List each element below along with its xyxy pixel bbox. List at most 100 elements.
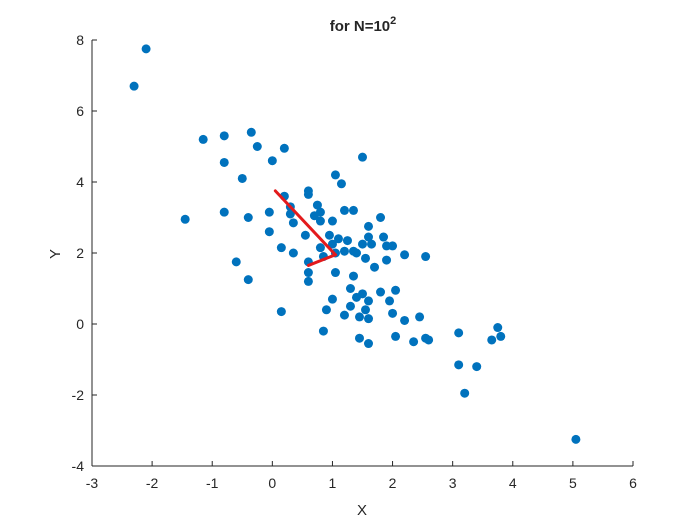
- data-point: [285, 209, 295, 219]
- data-point: [454, 328, 464, 338]
- data-point: [279, 143, 289, 153]
- data-point: [276, 243, 286, 253]
- vector-line: [306, 253, 337, 267]
- y-tick-label: 6: [76, 103, 84, 119]
- data-point: [379, 232, 389, 242]
- data-point: [348, 205, 358, 215]
- data-point: [367, 239, 377, 249]
- data-point: [388, 241, 398, 251]
- data-point: [318, 326, 328, 336]
- y-tick-label: 4: [76, 174, 84, 190]
- eigen-vectors: [273, 189, 337, 267]
- data-point: [424, 335, 434, 345]
- data-point: [376, 287, 386, 297]
- data-point: [339, 310, 349, 320]
- data-point: [388, 308, 398, 318]
- data-point: [312, 200, 322, 210]
- data-point: [361, 305, 371, 315]
- data-point: [324, 230, 334, 240]
- data-point: [303, 268, 313, 278]
- data-point: [358, 289, 367, 299]
- data-point: [300, 230, 310, 240]
- data-point: [321, 305, 331, 315]
- data-point: [330, 170, 340, 180]
- data-point: [370, 262, 380, 272]
- x-tick-label: 6: [629, 475, 637, 491]
- data-point: [267, 156, 277, 166]
- data-point: [327, 239, 337, 249]
- x-tick-label: 2: [389, 475, 397, 491]
- data-point: [400, 250, 410, 260]
- data-point: [336, 179, 346, 189]
- data-point: [315, 216, 325, 226]
- data-point: [351, 248, 361, 258]
- y-tick-label: -4: [72, 458, 85, 474]
- data-point: [496, 331, 506, 341]
- data-point: [252, 142, 262, 151]
- data-point: [339, 205, 349, 215]
- data-point: [219, 157, 229, 167]
- data-point: [333, 234, 343, 244]
- data-point: [571, 434, 581, 444]
- data-point: [246, 127, 256, 137]
- data-point: [385, 296, 395, 306]
- data-point: [409, 337, 419, 347]
- data-point: [354, 312, 364, 322]
- vector-line: [273, 189, 337, 257]
- data-point: [264, 227, 274, 237]
- data-point: [231, 257, 241, 267]
- data-point: [382, 255, 392, 265]
- data-point: [358, 152, 367, 162]
- y-tick-label: -2: [72, 387, 85, 403]
- data-point: [327, 216, 337, 226]
- data-point: [376, 213, 386, 222]
- data-point: [460, 388, 470, 398]
- data-point: [237, 173, 247, 183]
- x-tick-label: -3: [86, 475, 99, 491]
- data-point: [219, 207, 229, 217]
- data-point: [303, 189, 313, 199]
- data-point: [487, 335, 497, 345]
- x-tick-label: 4: [509, 475, 517, 491]
- data-point: [421, 252, 431, 262]
- axis-ticks: -3 -2 -1 0 1 2 3 4 5 6 -4 -2 0 2 4 6 8: [72, 32, 638, 491]
- y-tick-label: 0: [76, 316, 84, 332]
- data-point: [361, 253, 371, 263]
- x-tick-label: 3: [449, 475, 457, 491]
- data-point: [364, 232, 374, 242]
- chart-title-text: for N=10: [330, 18, 390, 35]
- data-point: [327, 294, 337, 304]
- y-axis-label: Y: [47, 249, 64, 259]
- x-tick-label: 1: [329, 475, 337, 491]
- x-tick-label: -1: [206, 475, 219, 491]
- data-point: [364, 296, 374, 306]
- data-point: [358, 239, 367, 249]
- data-point: [288, 218, 298, 228]
- chart-title: for N=102: [330, 15, 397, 35]
- y-tick-label: 8: [76, 32, 84, 48]
- chart-title-superscript: 2: [390, 15, 396, 27]
- data-point: [339, 246, 349, 256]
- data-point: [264, 207, 274, 217]
- data-point: [330, 268, 340, 278]
- data-points: [129, 44, 581, 444]
- data-point: [288, 248, 298, 258]
- data-point: [391, 331, 401, 341]
- y-tick-label: 2: [76, 245, 84, 261]
- data-point: [219, 131, 229, 141]
- data-point: [415, 312, 425, 322]
- data-point: [141, 44, 151, 54]
- data-point: [400, 315, 410, 325]
- data-point: [348, 271, 358, 281]
- data-point: [364, 314, 374, 324]
- data-point: [364, 221, 374, 231]
- data-point: [342, 236, 352, 246]
- data-point: [391, 285, 401, 295]
- data-point: [303, 276, 313, 286]
- data-point: [345, 301, 355, 311]
- data-point: [454, 360, 464, 370]
- data-point: [354, 333, 364, 343]
